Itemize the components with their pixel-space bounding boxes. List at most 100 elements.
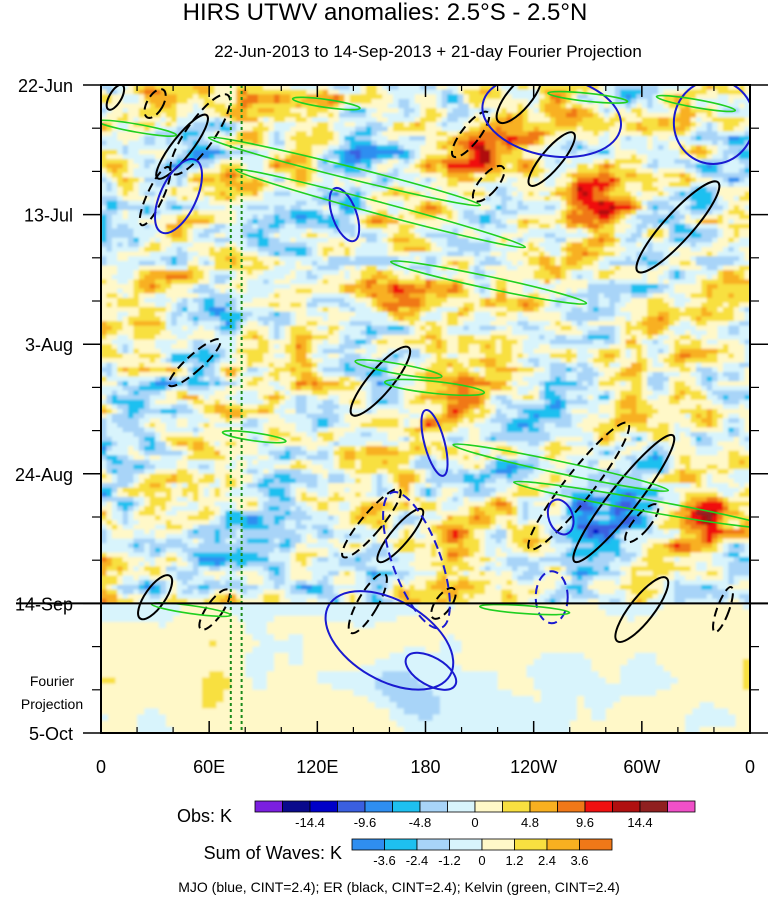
mjo-contour — [420, 408, 449, 477]
legend-swatch — [337, 800, 366, 813]
kelvin-contour — [479, 603, 571, 616]
x-tick-label: 0 — [745, 757, 755, 777]
legend-tick-label: -3.6 — [373, 853, 395, 868]
mjo-contour — [324, 590, 455, 691]
kelvin-contour — [234, 168, 527, 249]
er-contour — [572, 433, 676, 564]
kelvin-contour — [221, 430, 287, 444]
legend-swatch — [557, 800, 586, 813]
er-contour — [471, 164, 506, 203]
mjo-contour — [534, 570, 569, 625]
legend-swatch — [529, 800, 558, 813]
chart-subtitle: 22-Jun-2013 to 14-Sep-2013 + 21-day Four… — [214, 42, 642, 61]
legend-tick-label: 4.8 — [521, 815, 539, 830]
y-tick-label: 24-Aug — [15, 465, 73, 485]
legend-tick-label: -1.2 — [438, 853, 460, 868]
kelvin-contour — [389, 260, 588, 305]
legend-tick-label: 1.2 — [505, 853, 523, 868]
wave-contours — [101, 85, 750, 733]
legend-tick-label: -14.4 — [295, 815, 325, 830]
waves-legend-label: Sum of Waves: K — [204, 843, 342, 863]
er-contour — [376, 507, 425, 564]
legend-tick-label: 0 — [471, 815, 478, 830]
er-contour — [450, 110, 491, 159]
projection-label-projection: Projection — [21, 696, 83, 712]
legend-tick-label: -2.4 — [406, 853, 428, 868]
er-contour — [155, 113, 209, 180]
waves-legend: Sum of Waves: K -3.6 -2.4 -1.2 0 1.2 2.4 3.6 — [204, 838, 613, 868]
kelvin-contour — [291, 96, 361, 111]
kelvin-contour — [547, 90, 629, 104]
er-contour — [635, 180, 721, 274]
er-contour — [624, 503, 660, 544]
obs-legend-label: Obs: K — [177, 806, 232, 826]
legend-swatch — [579, 838, 613, 851]
footer-caption: MJO (blue, CINT=2.4); ER (black, CINT=2.… — [178, 879, 620, 895]
legend-swatch — [584, 800, 613, 813]
mjo-contour — [672, 85, 750, 165]
kelvin-contour — [383, 378, 486, 397]
legend-swatch — [546, 838, 580, 851]
er-contour — [712, 585, 734, 634]
er-contour — [614, 576, 670, 643]
er-contour — [167, 338, 222, 388]
heatmap-layer — [101, 85, 750, 734]
y-tick-label: 13-Jul — [24, 206, 73, 226]
kelvin-contour — [452, 443, 670, 493]
chart-title: HIRS UTWV anomalies: 2.5°S - 2.5°N — [183, 0, 588, 26]
legend-swatch — [481, 838, 515, 851]
y-tick-label: 14-Sep — [15, 594, 73, 614]
kelvin-contour — [354, 359, 443, 379]
kelvin-contour — [101, 119, 178, 137]
legend-swatch — [449, 838, 483, 851]
mjo-contour — [328, 186, 361, 243]
er-contour — [527, 421, 631, 551]
legend-swatch — [392, 800, 421, 813]
legend-swatch — [639, 800, 668, 813]
legend-tick-label: 9.6 — [576, 815, 594, 830]
legend-swatch — [474, 800, 503, 813]
er-contour — [198, 588, 231, 631]
x-tick-label: 60W — [623, 757, 660, 777]
er-contour — [341, 487, 402, 559]
er-contour — [349, 345, 412, 417]
legend-tick-label: 3.6 — [570, 853, 588, 868]
er-contour — [143, 88, 167, 119]
x-tick-label: 0 — [96, 757, 106, 777]
kelvin-contour — [512, 480, 750, 529]
x-tick-label: 120W — [510, 757, 557, 777]
kelvin-contour — [655, 94, 737, 113]
y-tick-label: 22-Jun — [18, 76, 73, 96]
legend-swatch — [612, 800, 641, 813]
legend-swatch — [351, 838, 385, 851]
legend-swatch — [282, 800, 311, 813]
legend-swatch — [309, 800, 338, 813]
mjo-contour — [154, 158, 203, 235]
legend-tick-label: 0 — [478, 853, 485, 868]
x-tick-label: 180 — [410, 757, 440, 777]
axes: 0 60E 120E 180 120W 60W 0 22-Jun 13-Jul 3-Aug 24-A… — [15, 76, 768, 777]
legend-swatch — [502, 800, 531, 813]
legend-swatch — [416, 838, 450, 851]
y-tick-label: 5-Oct — [29, 724, 73, 744]
x-tick-label: 60E — [193, 757, 225, 777]
er-contour — [169, 93, 232, 176]
legend-tick-label: 14.4 — [627, 815, 652, 830]
legend-swatch — [514, 838, 548, 851]
legend-tick-label: -9.6 — [354, 815, 376, 830]
legend-swatch — [364, 800, 393, 813]
er-contour — [527, 131, 576, 187]
er-contour — [138, 165, 172, 227]
legend-swatch — [667, 800, 696, 813]
mjo-contour — [404, 651, 458, 691]
x-tick-label: 120E — [296, 757, 338, 777]
er-contour — [495, 85, 543, 124]
legend-swatch — [384, 838, 418, 851]
kelvin-contour — [207, 136, 482, 207]
obs-legend: Obs: K -14.4 -9.6 -4.8 0 4.8 9.6 14.4 — [177, 800, 696, 830]
legend-tick-label: -4.8 — [409, 815, 431, 830]
projection-label-fourier: Fourier — [30, 673, 75, 689]
mjo-contour — [546, 498, 575, 536]
legend-swatch — [419, 800, 448, 813]
